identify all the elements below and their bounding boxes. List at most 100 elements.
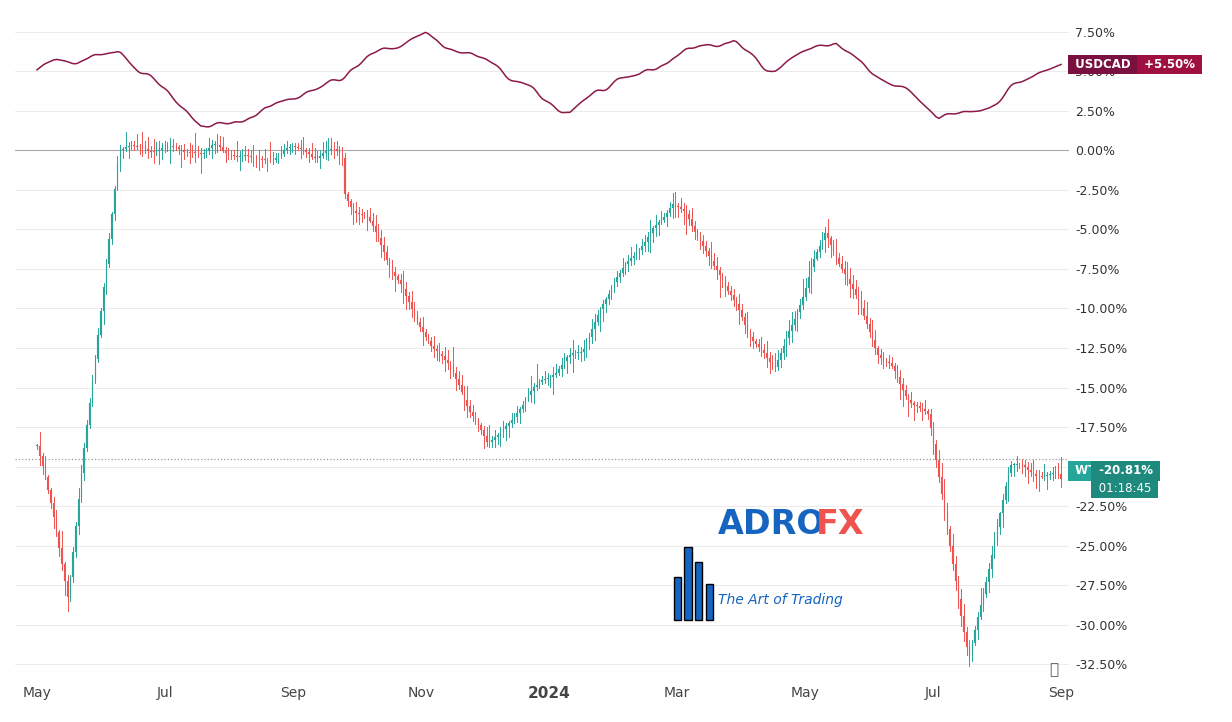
Bar [591,329,593,337]
Bar [192,152,193,153]
Bar [569,355,570,357]
Bar [749,331,752,337]
Bar [370,217,371,221]
Bar [880,355,881,358]
Bar [494,438,495,440]
Bar [78,499,79,526]
Bar [899,378,901,384]
Bar [567,357,568,360]
Bar [222,147,224,151]
Bar [383,245,384,252]
Bar [711,256,712,261]
Bar [607,294,610,299]
Bar [1016,464,1018,465]
Bar [541,380,543,382]
Bar [886,360,887,362]
FancyBboxPatch shape [706,584,713,620]
Bar [808,277,809,287]
Bar [671,204,673,209]
Bar [203,153,205,154]
Bar [255,158,257,159]
Bar [208,148,209,151]
Bar [389,260,391,266]
Bar [638,250,639,253]
Bar [819,245,821,252]
Bar [536,385,537,388]
Bar [549,377,551,378]
Text: USDCAD: USDCAD [1072,58,1135,71]
Bar [883,358,885,360]
Bar [100,311,101,335]
Bar [148,149,149,150]
Bar [691,219,692,226]
Bar [81,473,83,499]
Bar [733,295,734,300]
Bar [644,242,646,246]
Bar [75,526,76,552]
Bar [622,269,623,273]
Bar [906,391,907,396]
Bar [434,346,435,349]
Bar [181,149,182,150]
Bar [53,503,54,517]
Bar [86,425,87,448]
Bar [977,617,978,630]
Bar [791,325,792,331]
Bar [833,245,834,252]
Bar [686,211,687,214]
Bar [853,284,854,289]
Bar [392,266,393,272]
Bar [1010,465,1011,473]
Bar [1024,466,1026,467]
Bar [225,151,227,153]
Bar [683,209,684,211]
Bar [336,149,338,151]
Bar [64,565,65,581]
Bar [47,477,49,490]
Bar [871,332,873,340]
Bar [924,409,925,412]
Bar [605,299,606,305]
Bar [339,151,340,154]
Bar [436,349,437,352]
Bar [525,399,526,404]
Bar [42,456,43,466]
Bar [95,359,96,381]
FancyBboxPatch shape [695,562,702,620]
Bar [802,297,803,305]
Bar [705,246,706,251]
Bar [968,648,970,656]
Bar [350,201,351,206]
Bar [816,252,818,258]
Bar [558,369,559,373]
Bar [1013,464,1015,465]
Bar [891,363,892,366]
Bar [625,264,626,269]
Bar [596,315,599,321]
Bar [602,305,604,310]
Bar [716,266,717,270]
Bar [469,406,471,412]
Bar [963,616,965,632]
Bar [572,353,573,355]
Bar [538,382,540,385]
Bar [322,153,324,156]
Bar [150,150,152,152]
Bar [233,155,235,156]
Bar [117,163,118,188]
Bar [697,232,699,237]
Bar [496,435,499,438]
Bar [1044,476,1045,477]
Bar [660,219,662,222]
Bar [944,495,945,512]
Bar [378,232,379,238]
Bar [1032,472,1034,474]
Bar [827,233,829,238]
Bar [533,388,535,391]
Bar [58,532,60,548]
Bar [589,337,590,344]
Bar [228,153,229,155]
Bar [611,288,612,294]
Bar [997,527,998,541]
Bar [955,564,956,581]
